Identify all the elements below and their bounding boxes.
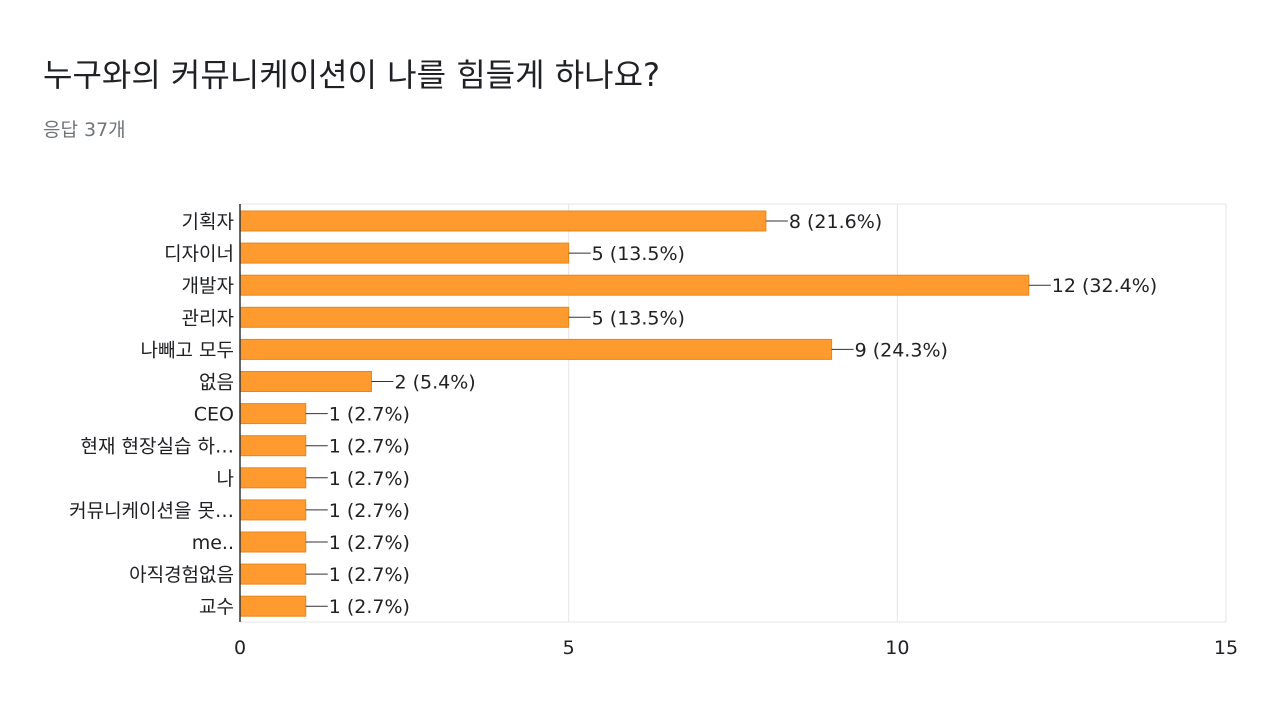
- data-label: 5 (13.5%): [592, 243, 685, 265]
- category-label: 개발자: [182, 275, 234, 297]
- bar[interactable]: [239, 306, 570, 328]
- bar[interactable]: [239, 595, 307, 617]
- category-label: 아직경험없음: [129, 564, 234, 586]
- data-label: 2 (5.4%): [394, 372, 475, 394]
- bar[interactable]: [239, 531, 307, 553]
- data-label: 9 (24.3%): [855, 339, 948, 361]
- category-label: 커뮤니케이션을 못…: [69, 500, 234, 522]
- data-label: 1 (2.7%): [329, 564, 410, 586]
- category-label: 기획자: [182, 211, 234, 233]
- chart-title: 누구와의 커뮤니케이션이 나를 힘들게 하나요?: [43, 56, 661, 94]
- bar[interactable]: [239, 403, 307, 425]
- data-label: 1 (2.7%): [329, 500, 410, 522]
- category-label: me..: [192, 532, 234, 554]
- category-label: 없음: [199, 372, 234, 394]
- data-label: 8 (21.6%): [789, 211, 882, 233]
- category-label: 디자이너: [164, 243, 234, 265]
- data-label: 12 (32.4%): [1052, 275, 1157, 297]
- bar-layer: [239, 210, 1030, 617]
- category-label: 현재 현장실습 하…: [81, 436, 234, 458]
- data-label: 1 (2.7%): [329, 532, 410, 554]
- bar[interactable]: [239, 210, 767, 232]
- x-tick-label: 10: [885, 637, 909, 659]
- bar[interactable]: [239, 338, 833, 360]
- category-label: 나: [217, 468, 234, 490]
- data-label: 5 (13.5%): [592, 307, 685, 329]
- category-label: 관리자: [182, 307, 234, 329]
- bar[interactable]: [239, 242, 570, 264]
- response-count: 응답 37개: [43, 119, 126, 141]
- bar[interactable]: [239, 371, 372, 392]
- bar[interactable]: [239, 274, 1030, 296]
- data-label: 1 (2.7%): [329, 404, 410, 426]
- bar[interactable]: [239, 467, 307, 489]
- category-label: 나빼고 모두: [141, 339, 234, 361]
- bar[interactable]: [239, 563, 307, 585]
- bar[interactable]: [239, 499, 307, 521]
- x-tick-label: 5: [563, 637, 575, 659]
- category-label: CEO: [194, 404, 234, 426]
- category-label: 교수: [199, 596, 234, 618]
- axis-layer: 0 5 10 15: [234, 204, 1238, 659]
- data-label: 1 (2.7%): [329, 468, 410, 490]
- data-label: 1 (2.7%): [329, 436, 410, 458]
- x-tick-label: 15: [1214, 637, 1238, 659]
- x-tick-label: 0: [234, 637, 246, 659]
- grid-layer: [240, 203, 1227, 623]
- data-label: 1 (2.7%): [329, 596, 410, 618]
- label-layer: 기획자 8 (21.6%) 디자이너 5 (13.5%) 개발자 12 (32.4%) 관리…: [69, 211, 1157, 618]
- bar[interactable]: [239, 435, 307, 457]
